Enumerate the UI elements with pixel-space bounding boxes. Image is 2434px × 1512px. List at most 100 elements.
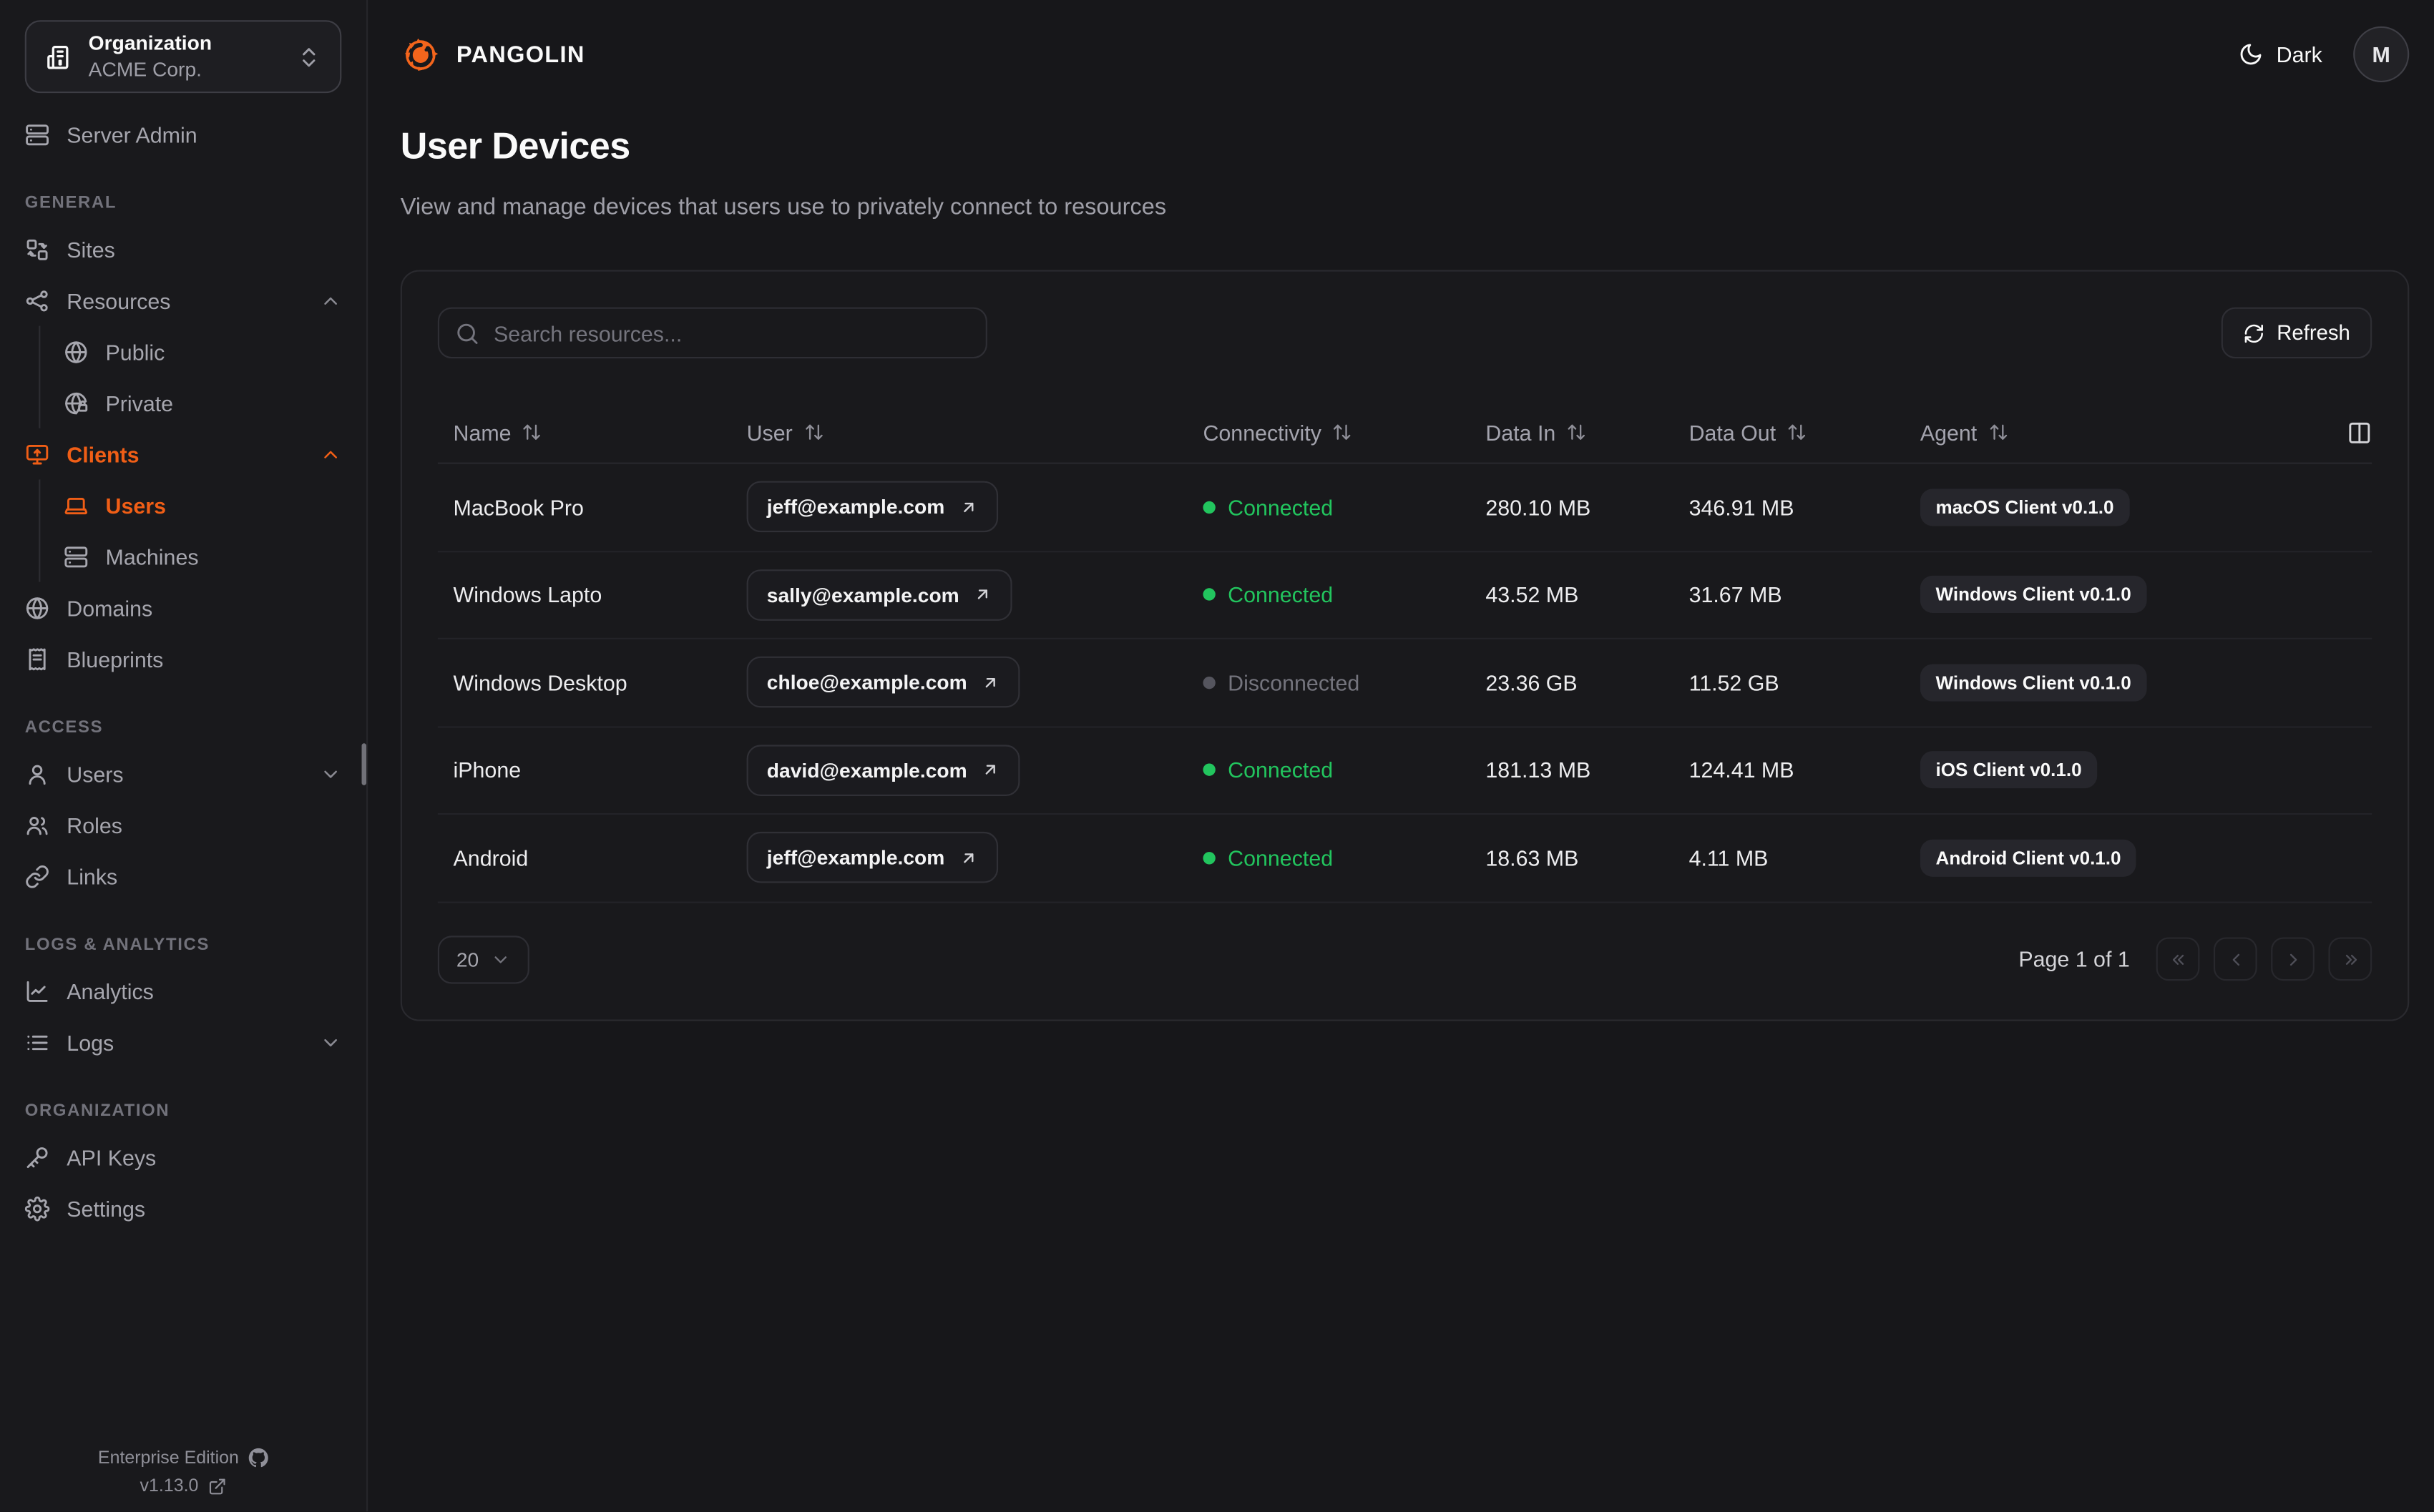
- sidebar-item-roles[interactable]: Roles: [0, 799, 366, 850]
- server-icon: [64, 544, 89, 569]
- sidebar-item-client-users[interactable]: Users: [40, 479, 366, 531]
- avatar-initial: M: [2372, 41, 2390, 67]
- column-header-name[interactable]: Name: [438, 420, 747, 445]
- agent-badge: Windows Client v0.1.0: [1920, 576, 2147, 614]
- agent-badge: Windows Client v0.1.0: [1920, 664, 2147, 702]
- column-label: Agent: [1920, 420, 1978, 445]
- last-page-button[interactable]: [2328, 937, 2372, 981]
- header-actions: Dark M: [2239, 26, 2410, 82]
- columns-toggle-button[interactable]: [2347, 420, 2372, 445]
- section-label-organization: ORGANIZATION: [24, 1101, 170, 1121]
- user-link-button[interactable]: sally@example.com: [746, 569, 1012, 621]
- external-link-icon: [207, 1478, 226, 1496]
- agent-badge: Android Client v0.1.0: [1920, 839, 2137, 877]
- device-name: iPhone: [453, 757, 522, 783]
- sidebar-item-label: Clients: [67, 441, 140, 466]
- search-input[interactable]: [437, 307, 987, 359]
- sidebar-scrollbar[interactable]: [361, 743, 367, 785]
- sidebar-item-settings[interactable]: Settings: [0, 1182, 366, 1234]
- chevron-down-icon: [492, 949, 512, 969]
- sidebar-item-label: Server Admin: [67, 122, 197, 147]
- column-header-connectivity[interactable]: Connectivity: [1203, 420, 1485, 445]
- sidebar-item-private[interactable]: Private: [40, 377, 366, 428]
- table-row: Windows Desktop chloe@example.com Discon…: [437, 639, 2372, 727]
- org-switcher-value: ACME Corp.: [88, 57, 202, 80]
- table-row: MacBook Pro jeff@example.com Connected 2…: [437, 464, 2372, 552]
- next-page-button[interactable]: [2271, 937, 2315, 981]
- search-box: [437, 307, 987, 359]
- sort-icon: [1988, 422, 2008, 442]
- user-link-button[interactable]: jeff@example.com: [746, 832, 998, 884]
- device-name: Android: [453, 845, 529, 870]
- chevrons-right-icon: [2340, 949, 2360, 969]
- version-link[interactable]: v1.13.0: [0, 1478, 366, 1496]
- sidebar-item-server-admin[interactable]: Server Admin: [0, 109, 366, 160]
- status-dot: [1203, 851, 1216, 865]
- data-out-value: 124.41 MB: [1688, 757, 1794, 783]
- previous-page-button[interactable]: [2213, 937, 2257, 981]
- column-header-data-out[interactable]: Data Out: [1689, 420, 1920, 445]
- column-label: User: [746, 420, 793, 445]
- sidebar-item-label: Machines: [105, 544, 199, 569]
- sidebar-item-machines[interactable]: Machines: [40, 531, 366, 582]
- user-cell: jeff@example.com: [746, 481, 1203, 533]
- status-label: Disconnected: [1228, 669, 1360, 695]
- theme-toggle[interactable]: Dark: [2239, 42, 2322, 67]
- user-link-button[interactable]: jeff@example.com: [746, 481, 998, 533]
- connectivity-status: Disconnected: [1203, 670, 1485, 695]
- chart-line-icon: [25, 978, 50, 1003]
- user-link-button[interactable]: chloe@example.com: [746, 657, 1020, 709]
- brand[interactable]: PANGOLIN: [401, 34, 585, 76]
- org-switcher-text: Organization ACME Corp.: [89, 31, 212, 83]
- column-label: Connectivity: [1203, 420, 1321, 445]
- github-icon: [248, 1448, 268, 1468]
- column-label: Data In: [1485, 420, 1556, 445]
- page-size-select[interactable]: 20: [437, 935, 530, 983]
- gear-icon: [25, 1196, 50, 1221]
- refresh-button[interactable]: Refresh: [2221, 307, 2372, 359]
- sidebar-item-analytics[interactable]: Analytics: [0, 966, 366, 1017]
- sidebar-item-sites[interactable]: Sites: [0, 223, 366, 275]
- status-label: Connected: [1228, 845, 1334, 870]
- sidebar-item-clients[interactable]: Clients: [0, 428, 366, 480]
- sidebar-item-api-keys[interactable]: API Keys: [0, 1131, 366, 1183]
- sidebar-item-users[interactable]: Users: [0, 748, 366, 800]
- monitor-up-icon: [25, 441, 50, 466]
- sidebar-item-blueprints[interactable]: Blueprints: [0, 633, 366, 684]
- resources-icon: [25, 288, 50, 313]
- chevron-down-icon: [320, 762, 341, 784]
- edition-link[interactable]: Enterprise Edition: [0, 1448, 366, 1468]
- sidebar-item-links[interactable]: Links: [0, 850, 366, 902]
- data-out-value: 4.11 MB: [1688, 845, 1769, 870]
- org-switcher-label: Organization: [88, 30, 212, 54]
- user-email: chloe@example.com: [766, 670, 967, 694]
- version-label: v1.13.0: [140, 1478, 199, 1497]
- sidebar-item-domains[interactable]: Domains: [0, 582, 366, 634]
- data-in-value: 43.52 MB: [1485, 582, 1579, 608]
- clients-subgroup: Users Machines: [39, 479, 366, 582]
- column-header-data-in[interactable]: Data In: [1485, 420, 1688, 445]
- pangolin-logo-icon: [401, 34, 443, 76]
- column-header-user[interactable]: User: [747, 420, 1203, 445]
- data-in-value: 23.36 GB: [1485, 669, 1578, 695]
- sidebar-item-public[interactable]: Public: [40, 326, 366, 378]
- arrow-up-right-icon: [959, 848, 977, 867]
- avatar[interactable]: M: [2353, 26, 2410, 82]
- status-dot: [1203, 501, 1216, 514]
- top-header: PANGOLIN Dark M: [401, 0, 2410, 109]
- sidebar-item-resources[interactable]: Resources: [0, 275, 366, 326]
- section-label-logs-analytics: LOGS & ANALYTICS: [24, 936, 210, 955]
- user-cell: sally@example.com: [746, 569, 1203, 621]
- user-link-button[interactable]: david@example.com: [746, 745, 1020, 796]
- sidebar: Organization ACME Corp. Server Admin GEN…: [0, 0, 368, 1512]
- receipt-icon: [25, 647, 50, 672]
- column-header-agent[interactable]: Agent: [1920, 420, 2325, 445]
- org-switcher[interactable]: Organization ACME Corp.: [24, 20, 342, 94]
- pager-controls: Page 1 of 1: [2018, 937, 2372, 981]
- sidebar-item-logs[interactable]: Logs: [0, 1016, 366, 1068]
- refresh-label: Refresh: [2277, 321, 2350, 345]
- server-icon: [25, 122, 50, 147]
- first-page-button[interactable]: [2156, 937, 2200, 981]
- status-dot: [1203, 676, 1216, 689]
